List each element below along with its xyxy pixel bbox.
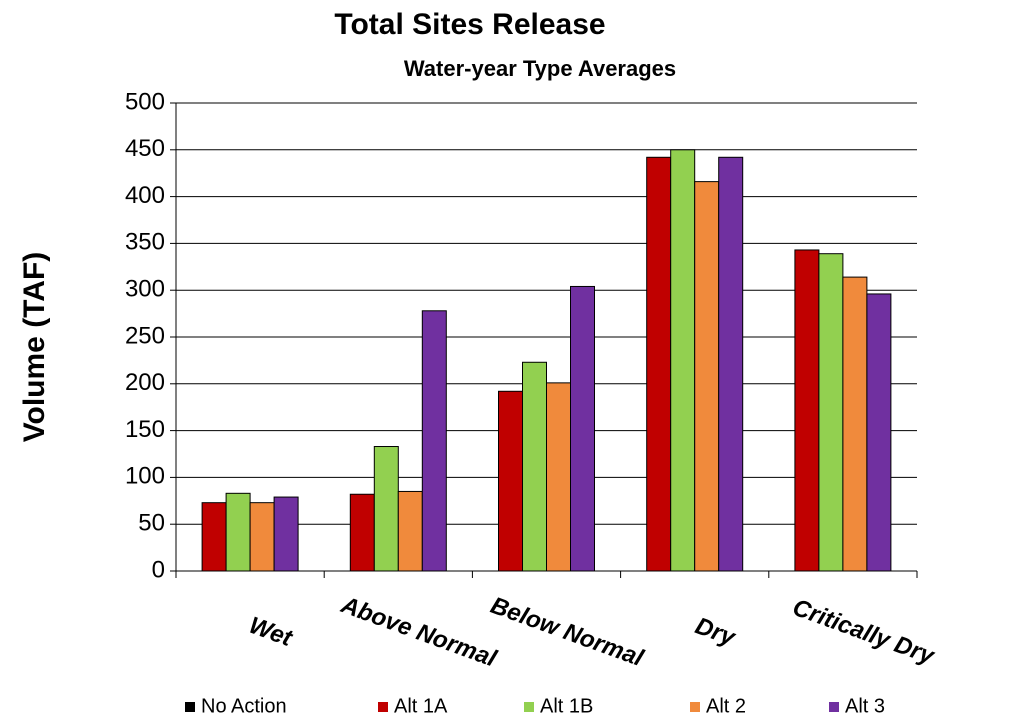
y-tick-label: 200	[125, 369, 165, 396]
bar	[349, 493, 375, 572]
legend-swatch	[185, 702, 195, 712]
bar	[818, 253, 844, 572]
y-tick-label: 450	[125, 135, 165, 162]
legend-swatch	[829, 702, 839, 712]
y-tick-label: 500	[125, 88, 165, 115]
bar	[570, 285, 595, 572]
legend-label: Alt 3	[845, 695, 885, 717]
y-axis-label: Volume (TAF)	[18, 252, 51, 443]
legend-label: Alt 1B	[540, 695, 593, 717]
x-tick-label: Wet	[245, 612, 296, 653]
bar	[373, 446, 399, 572]
legend-swatch	[378, 702, 388, 712]
bar	[794, 249, 820, 572]
bar	[273, 496, 299, 572]
bar	[201, 502, 227, 572]
bar	[670, 149, 696, 572]
bar	[546, 382, 571, 572]
bar	[842, 276, 868, 572]
legend-label: No Action	[201, 695, 287, 717]
bar	[225, 492, 251, 572]
legend-label: Alt 2	[706, 695, 746, 717]
y-tick-label: 0	[152, 556, 165, 583]
bar	[694, 181, 720, 572]
legend-swatch	[690, 702, 700, 712]
y-tick-label: 400	[125, 182, 165, 209]
bar	[397, 490, 423, 572]
bar	[249, 502, 275, 572]
legend-swatch	[524, 702, 534, 712]
y-tick-label: 300	[125, 276, 165, 303]
y-tick-label: 150	[125, 416, 165, 443]
x-tick-label: Below Normal	[487, 592, 648, 673]
legend-label: Alt 1A	[394, 695, 448, 717]
y-tick-label: 50	[138, 510, 165, 537]
bar	[498, 390, 523, 572]
x-tick-label: Above Normal	[337, 591, 501, 673]
chart-title: Total Sites Release	[334, 8, 605, 41]
bar	[522, 361, 547, 572]
bar	[421, 310, 447, 572]
bar	[718, 156, 744, 572]
x-tick-label: Critically Dry	[789, 594, 939, 671]
y-tick-label: 100	[125, 463, 165, 490]
x-tick-label: Dry	[692, 612, 740, 652]
chart-subtitle: Water-year Type Averages	[404, 56, 676, 81]
bar	[646, 156, 672, 572]
y-tick-label: 250	[125, 322, 165, 349]
y-tick-label: 350	[125, 229, 165, 256]
bar	[866, 293, 892, 572]
